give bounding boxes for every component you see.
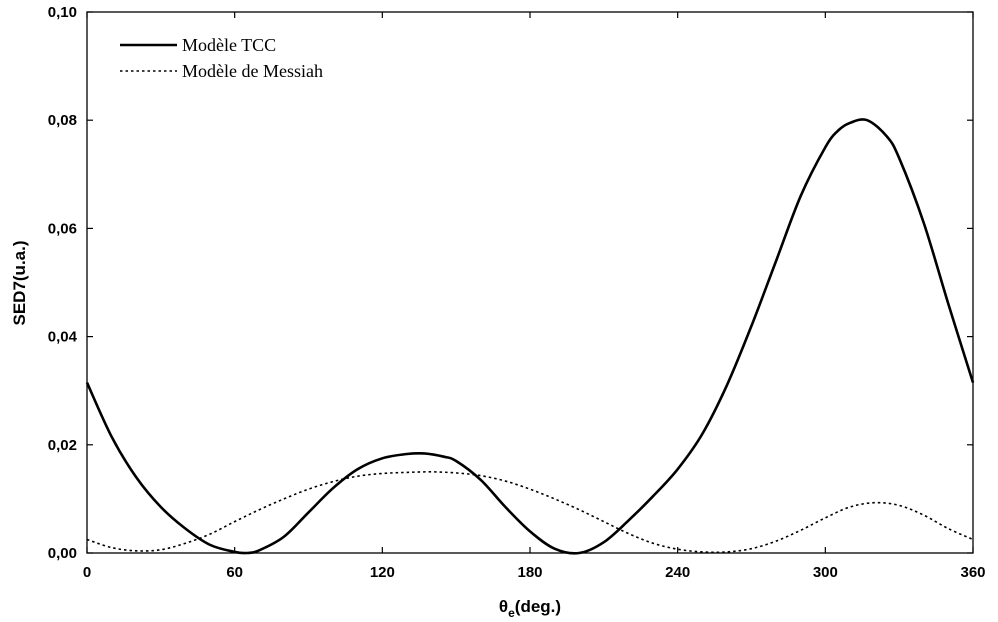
x-tick-label: 0: [83, 564, 91, 581]
series-layer: [85, 118, 975, 555]
y-axis-title: SED7(u.a.): [10, 240, 29, 325]
x-axis-title-rest: (deg.): [515, 597, 561, 616]
y-tick-label: 0,04: [48, 329, 78, 346]
y-tick-label: 0,10: [48, 4, 77, 21]
x-axis-title-sub: e: [508, 606, 515, 620]
y-tick-label: 0,02: [48, 437, 77, 454]
plot-area-frame: [86, 11, 974, 554]
series-line-1: [85, 118, 975, 555]
series-line-2: [86, 471, 974, 554]
y-tick-label: 0,08: [48, 112, 77, 129]
x-tick-label: 120: [370, 564, 395, 581]
legend: Modèle TCC Modèle de Messiah: [120, 35, 323, 81]
x-tick-label: 240: [665, 564, 690, 581]
y-tick-label: 0,06: [48, 220, 77, 237]
legend-label-2: Modèle de Messiah: [182, 61, 323, 81]
x-tick-label: 360: [960, 564, 985, 581]
ticks-layer: 0 60 120 180 240 300 360 0,00 0,02 0,04 0,06 0,08 0,…: [48, 4, 986, 581]
x-tick-label: 180: [517, 564, 542, 581]
x-axis-title-main: θ: [499, 597, 508, 616]
x-axis-title: θe(deg.): [499, 597, 561, 620]
x-tick-label: 300: [813, 564, 838, 581]
legend-label-1: Modèle TCC: [182, 35, 276, 55]
y-tick-label: 0,00: [48, 545, 77, 562]
x-tick-label: 60: [226, 564, 243, 581]
